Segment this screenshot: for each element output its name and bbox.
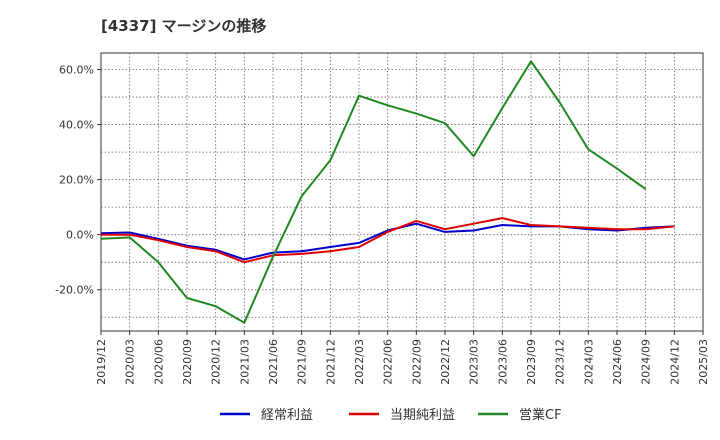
legend-label-2: 当期純利益 [390,408,455,423]
x-tick-label: 2022/06 [382,339,395,385]
legend-label-1: 経常利益 [261,408,313,423]
x-tick-label: 2024/03 [582,339,595,385]
series-line-2 [101,217,675,264]
x-tick-label: 2022/03 [353,339,366,385]
y-tick-label: -20.0% [55,284,94,297]
x-tick-label: 2023/12 [554,339,567,385]
series-line-3 [100,60,647,324]
plot-border [100,52,704,332]
x-tick-label: 2022/09 [410,339,423,385]
y-axis: 60.0% 40.0% 20.0% 0.0% -20.0% [55,64,101,297]
y-tick-label: 40.0% [59,119,94,132]
chart-title: [4337] マージンの推移 [101,17,266,35]
x-tick-label: 2020/06 [152,339,165,385]
x-tick-label: 2023/09 [525,339,538,385]
x-tick-label: 2022/12 [439,339,452,385]
x-tick-label: 2019/12 [95,339,108,385]
x-tick-label: 2020/09 [181,339,194,385]
plot-area [101,53,703,331]
grid-lines [100,53,704,331]
y-tick-label: 20.0% [59,174,94,187]
x-tick-label: 2021/12 [324,339,337,385]
x-axis: 2019/12 2020/03 2020/06 2020/09 2020/12 2021/… [95,331,710,385]
legend: 経常利益 当期純利益 営業CF [220,407,562,423]
series-lines [100,60,675,324]
x-tick-label: 2021/06 [267,339,280,385]
x-tick-label: 2023/03 [468,339,481,385]
y-tick-label: 60.0% [59,64,94,77]
x-tick-label: 2025/03 [697,339,710,385]
x-tick-label: 2024/09 [640,339,653,385]
x-tick-label: 2020/03 [124,339,137,385]
y-tick-label: 0.0% [66,229,94,242]
legend-label-3: 営業CF [519,407,562,423]
x-tick-label: 2021/03 [238,339,251,385]
x-tick-label: 2023/06 [496,339,509,385]
x-tick-label: 2024/12 [668,339,681,385]
x-tick-label: 2024/06 [611,339,624,385]
x-tick-label: 2020/12 [210,339,223,385]
x-tick-label: 2021/09 [296,339,309,385]
